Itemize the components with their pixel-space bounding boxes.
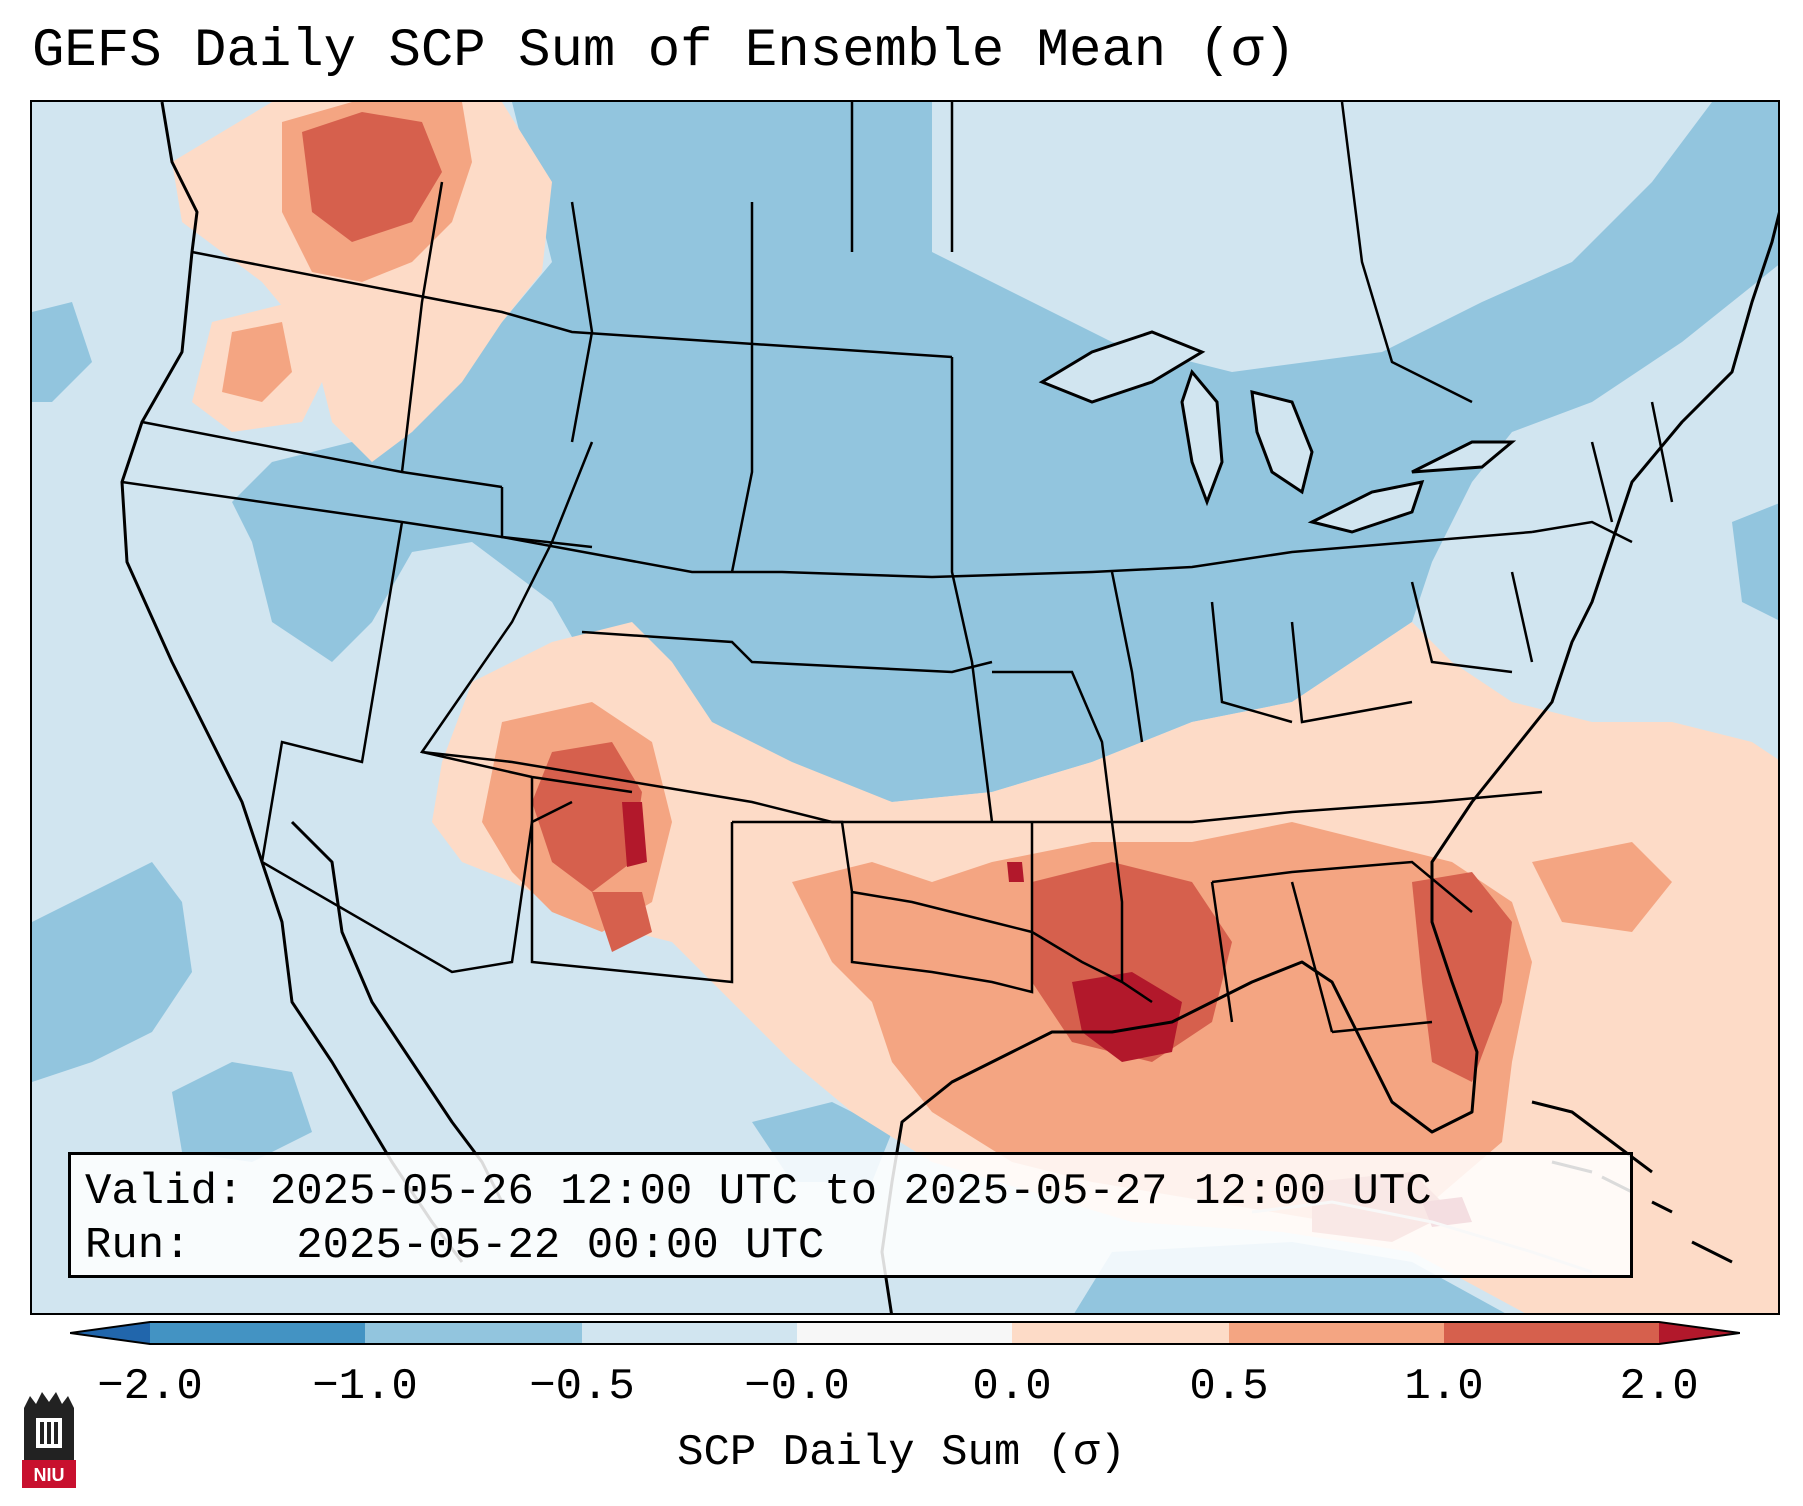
great-lakes [1038, 330, 1517, 534]
colorbar-extend-high [1659, 1322, 1740, 1344]
logo-text: NIU [34, 1465, 65, 1485]
colorbar-extend-low [70, 1322, 150, 1344]
state-borders [121, 102, 1674, 1034]
colorbar-tick-label: −1.0 [312, 1362, 418, 1412]
colorbar-bin-1 [150, 1322, 365, 1344]
colorbar [70, 1321, 1740, 1345]
colorbar-label: SCP Daily Sum (σ) [677, 1428, 1126, 1478]
colorbar-tick-label: 2.0 [1619, 1362, 1699, 1412]
niu-logo: NIU [22, 1392, 76, 1488]
colorbar-tick-label: 0.5 [1189, 1362, 1269, 1412]
scp-map [32, 102, 1778, 1313]
colorbar-tick-label: 0.0 [972, 1362, 1052, 1412]
colorbar-bin-4 [797, 1322, 1012, 1344]
colorbar-tick-label: −2.0 [97, 1362, 203, 1412]
colorbar-tick-label: −0.5 [529, 1362, 635, 1412]
run-row: Run: 2025-05-22 00:00 UTC [85, 1219, 1616, 1273]
colorbar-bin-3 [582, 1322, 797, 1344]
run-label: Run: [85, 1221, 191, 1271]
colorbar-bin-5 [1012, 1322, 1229, 1344]
run-value: 2025-05-22 00:00 UTC [296, 1221, 825, 1271]
colorbar-bin-7 [1444, 1322, 1659, 1344]
colorbar-bin-6 [1229, 1322, 1444, 1344]
valid-label: Valid: [85, 1167, 244, 1217]
colorbar-outline [70, 1321, 1740, 1345]
colorbar-tick-label: −0.0 [744, 1362, 850, 1412]
valid-value: 2025-05-26 12:00 UTC to 2025-05-27 12:00… [269, 1167, 1432, 1217]
colorbar-bin-2 [365, 1322, 582, 1344]
map-panel [30, 100, 1780, 1315]
chart-title: GEFS Daily SCP Sum of Ensemble Mean (σ) [32, 21, 1296, 82]
colorbar-tick-label: 1.0 [1404, 1362, 1484, 1412]
valid-row: Valid: 2025-05-26 12:00 UTC to 2025-05-2… [85, 1165, 1616, 1219]
valid-run-info-box: Valid: 2025-05-26 12:00 UTC to 2025-05-2… [68, 1152, 1633, 1278]
logo-banner [22, 1460, 76, 1488]
